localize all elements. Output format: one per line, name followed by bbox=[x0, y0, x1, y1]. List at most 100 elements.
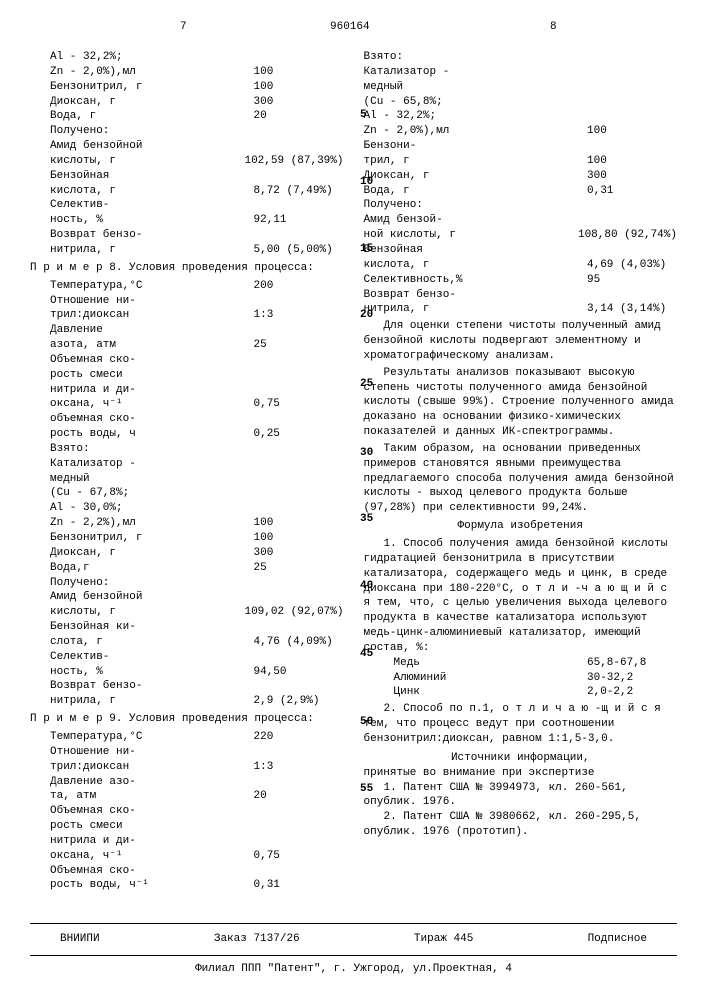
data-value: 4,76 (4,09%) bbox=[254, 635, 344, 650]
data-value: 0,31 bbox=[254, 878, 344, 893]
source-1: 1. Патент США № 3994973, кл. 260-561, оп… bbox=[364, 781, 678, 811]
sources-title: Источники информации, bbox=[364, 751, 678, 766]
line-number-marker: 25 bbox=[360, 377, 373, 392]
page-number-left: 7 bbox=[180, 20, 187, 35]
data-label: Диоксан, г bbox=[50, 95, 254, 110]
data-value: 92,11 bbox=[254, 213, 344, 228]
data-row: Zn - 2,0%),мл100 bbox=[50, 65, 344, 80]
data-label: Взято: bbox=[364, 50, 588, 65]
data-value bbox=[587, 198, 677, 213]
data-value: 94,50 bbox=[254, 665, 344, 680]
data-row: нитрила, г2,9 (2,9%) bbox=[50, 694, 344, 709]
data-row: Диоксан, г300 bbox=[50, 546, 344, 561]
data-value: 4,69 (4,03%) bbox=[587, 258, 677, 273]
data-label: Al - 30,0%; bbox=[50, 501, 254, 516]
data-value bbox=[254, 294, 344, 309]
data-value: 1:3 bbox=[254, 308, 344, 323]
data-value: 100 bbox=[254, 531, 344, 546]
data-row: Вода, г20 bbox=[50, 109, 344, 124]
data-label: рость воды, ч bbox=[50, 427, 254, 442]
source-2: 2. Патент США № 3980662, кл. 260-295,5, … bbox=[364, 810, 678, 840]
data-row: Объемная ско- bbox=[50, 353, 344, 368]
data-value bbox=[587, 139, 677, 154]
data-label: Бензонитрил, г bbox=[50, 80, 254, 95]
data-label: Температура,°С bbox=[50, 279, 254, 294]
data-value bbox=[254, 383, 344, 398]
data-row: рость смеси bbox=[50, 368, 344, 383]
data-label: трил:диоксан bbox=[50, 308, 254, 323]
data-label: Zn - 2,0%),мл bbox=[50, 65, 254, 80]
data-value bbox=[254, 50, 344, 65]
data-row: Бензонитрил, г100 bbox=[50, 531, 344, 546]
data-row: Объемная ско- bbox=[50, 804, 344, 819]
data-value: 100 bbox=[587, 124, 677, 139]
data-row: Вода, г0,31 bbox=[364, 184, 678, 199]
data-value bbox=[254, 457, 344, 472]
footer-org: ВНИИПИ bbox=[60, 932, 100, 947]
data-value bbox=[254, 620, 344, 635]
data-label: Амид бензой- bbox=[364, 213, 588, 228]
data-row: объемная ско- bbox=[50, 412, 344, 427]
data-row: трил:диоксан1:3 bbox=[50, 308, 344, 323]
line-number-marker: 35 bbox=[360, 512, 373, 527]
data-row: Получено: bbox=[50, 124, 344, 139]
page-number-right: 8 bbox=[550, 20, 557, 35]
data-value: 5,00 (5,00%) bbox=[254, 243, 344, 258]
line-number-marker: 15 bbox=[360, 242, 373, 257]
data-value bbox=[254, 124, 344, 139]
data-label: нитрила и ди- bbox=[50, 834, 254, 849]
data-label: Объемная ско- bbox=[50, 804, 254, 819]
data-label: оксана, ч⁻¹ bbox=[50, 849, 254, 864]
data-value bbox=[254, 228, 344, 243]
data-label: Вода,г bbox=[50, 561, 254, 576]
data-row: медный bbox=[50, 472, 344, 487]
data-row: Отношение ни- bbox=[50, 294, 344, 309]
composition-row: Медь65,8-67,8 bbox=[394, 656, 678, 671]
line-number-marker: 5 bbox=[360, 108, 367, 123]
data-row: Амид бензой- bbox=[364, 213, 678, 228]
data-value: 0,31 bbox=[587, 184, 677, 199]
data-label: кислота, г bbox=[50, 184, 254, 199]
data-row: азота, атм25 bbox=[50, 338, 344, 353]
data-value: 0,75 bbox=[254, 849, 344, 864]
data-value: 100 bbox=[254, 516, 344, 531]
data-value: 0,75 bbox=[254, 397, 344, 412]
data-label: Бензойная ки- bbox=[50, 620, 254, 635]
data-label: нитрила, г bbox=[50, 243, 254, 258]
data-value bbox=[254, 834, 344, 849]
data-row: Взято: bbox=[50, 442, 344, 457]
data-row: (Cu - 67,8%; bbox=[50, 486, 344, 501]
composition-label: Цинк bbox=[394, 685, 588, 700]
data-label: Бензойная bbox=[364, 243, 588, 258]
data-value bbox=[254, 576, 344, 591]
data-row: Бензойная bbox=[50, 169, 344, 184]
right-column: Взято:Катализатор -медный(Cu - 65,8%;Al … bbox=[364, 50, 678, 893]
data-label: Вода, г bbox=[364, 184, 588, 199]
data-label: Объемная ско- bbox=[50, 353, 254, 368]
data-value: 0,25 bbox=[254, 427, 344, 442]
formula-title: Формула изобретения bbox=[364, 519, 678, 534]
data-label: медный bbox=[364, 80, 588, 95]
footer-address: Филиал ППП "Патент", г. Ужгород, ул.Прое… bbox=[30, 956, 677, 977]
data-row: медный bbox=[364, 80, 678, 95]
data-label: Zn - 2,0%),мл bbox=[364, 124, 588, 139]
data-value: 220 bbox=[254, 730, 344, 745]
data-row: рость воды, ч0,25 bbox=[50, 427, 344, 442]
data-row: кислоты, г109,02 (92,07%) bbox=[50, 605, 344, 620]
example-8-title: П р и м е р 8. Условия проведения процес… bbox=[30, 261, 344, 276]
data-label: оксана, ч⁻¹ bbox=[50, 397, 254, 412]
data-row: Вода,г25 bbox=[50, 561, 344, 576]
data-value: 1:3 bbox=[254, 760, 344, 775]
data-value bbox=[254, 442, 344, 457]
data-value bbox=[254, 501, 344, 516]
data-label: Возврат бензо- bbox=[364, 288, 588, 303]
page-header: 7 960164 8 bbox=[30, 20, 677, 40]
data-label: Бензонитрил, г bbox=[50, 531, 254, 546]
data-row: Диоксан, г300 bbox=[364, 169, 678, 184]
data-value bbox=[587, 50, 677, 65]
data-label: Температура,°С bbox=[50, 730, 254, 745]
data-label: Бензони- bbox=[364, 139, 588, 154]
data-value: 109,02 (92,07%) bbox=[244, 605, 343, 620]
data-row: рость воды, ч⁻¹0,31 bbox=[50, 878, 344, 893]
data-value bbox=[254, 679, 344, 694]
